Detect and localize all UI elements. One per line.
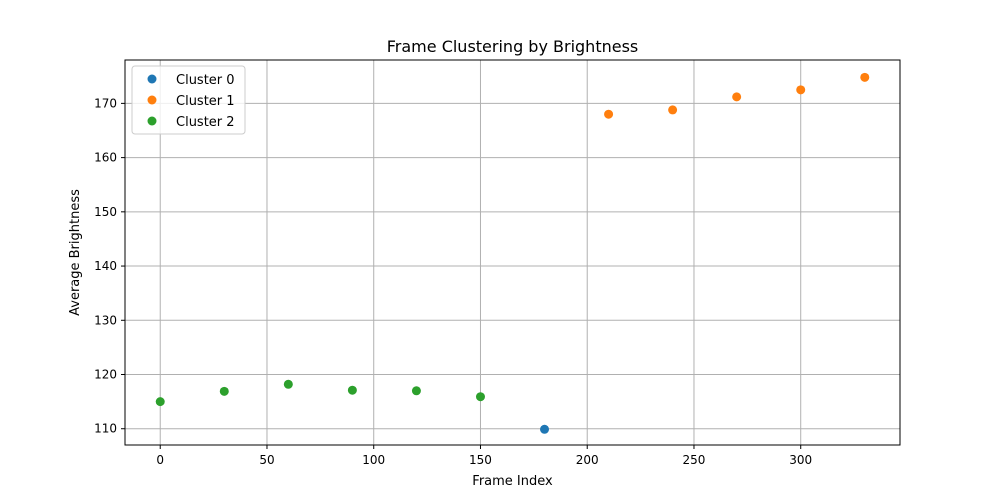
y-axis-label: Average Brightness bbox=[68, 189, 83, 316]
legend-marker-cluster-0 bbox=[147, 74, 157, 84]
x-axis-label: Frame Index bbox=[472, 474, 553, 489]
point-cluster-2 bbox=[347, 385, 357, 395]
point-cluster-2 bbox=[219, 386, 229, 396]
y-tick-label: 170 bbox=[94, 96, 117, 110]
point-cluster-1 bbox=[796, 85, 806, 95]
x-tick-label: 0 bbox=[156, 453, 164, 467]
legend-label-cluster-2: Cluster 2 bbox=[176, 115, 235, 130]
x-tick-label: 100 bbox=[362, 453, 385, 467]
legend-label-cluster-1: Cluster 1 bbox=[176, 94, 235, 109]
point-cluster-1 bbox=[668, 105, 678, 115]
legend: Cluster 0 Cluster 1 Cluster 2 bbox=[131, 65, 246, 135]
legend-marker-cluster-2 bbox=[147, 116, 157, 126]
legend-label-cluster-0: Cluster 0 bbox=[176, 73, 235, 88]
plot-area-frame bbox=[124, 59, 901, 446]
legend-marker-cluster-1 bbox=[147, 95, 157, 105]
axis-ticks: 0 50 100 150 200 250 300 110 120 130 140 150 160 170 bbox=[94, 96, 812, 467]
point-cluster-2 bbox=[475, 392, 485, 402]
y-tick-label: 150 bbox=[94, 205, 117, 219]
y-tick-label: 120 bbox=[94, 368, 117, 382]
y-tick-label: 130 bbox=[94, 313, 117, 327]
x-tick-label: 250 bbox=[683, 453, 706, 467]
grid bbox=[125, 60, 900, 445]
legend-box bbox=[131, 65, 246, 135]
chart-title: Frame Clustering by Brightness bbox=[387, 37, 639, 56]
point-cluster-2 bbox=[411, 386, 421, 396]
x-tick-label: 50 bbox=[259, 453, 274, 467]
x-tick-label: 150 bbox=[469, 453, 492, 467]
point-cluster-1 bbox=[604, 109, 614, 119]
y-tick-label: 160 bbox=[94, 151, 117, 165]
y-tick-label: 140 bbox=[94, 259, 117, 273]
y-tick-label: 110 bbox=[94, 422, 117, 436]
x-tick-label: 300 bbox=[789, 453, 812, 467]
point-cluster-1 bbox=[860, 72, 870, 82]
point-cluster-2 bbox=[155, 397, 165, 407]
point-cluster-0 bbox=[540, 424, 550, 434]
x-tick-label: 200 bbox=[576, 453, 599, 467]
data-points bbox=[155, 72, 870, 434]
point-cluster-1 bbox=[732, 92, 742, 102]
point-cluster-2 bbox=[283, 379, 293, 389]
